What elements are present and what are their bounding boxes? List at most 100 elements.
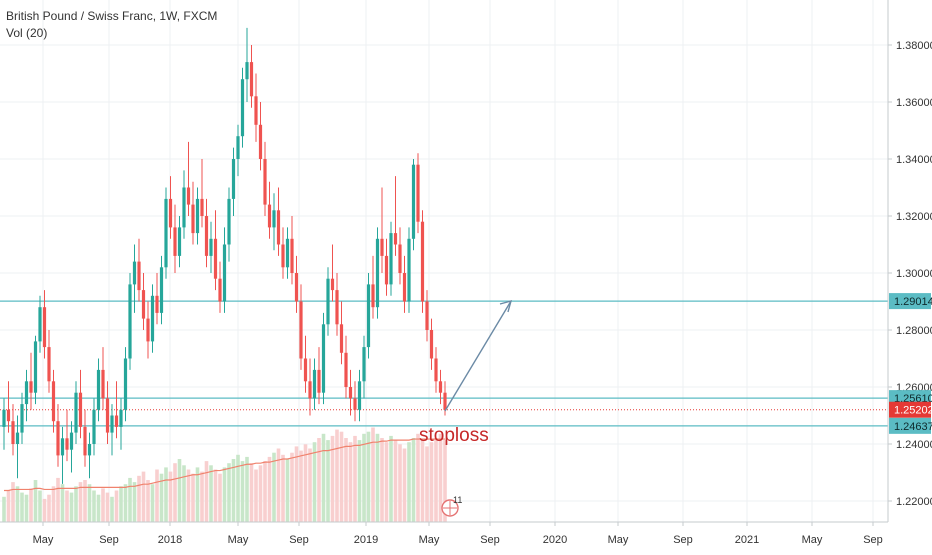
candle-body	[96, 369, 101, 410]
candle	[110, 404, 114, 456]
candle-body	[191, 204, 195, 234]
candle-body	[146, 318, 150, 342]
volume-bar	[353, 435, 357, 522]
projection-arrow-line	[444, 300, 512, 412]
candle	[209, 221, 213, 273]
volume-bar	[200, 471, 204, 522]
candle-body	[263, 159, 267, 205]
volume-bar	[15, 486, 20, 522]
candle	[290, 216, 294, 285]
candle-body	[357, 381, 362, 410]
volume-bar	[69, 492, 74, 522]
candle	[254, 73, 258, 142]
volume-bar	[393, 440, 398, 522]
candle	[92, 398, 96, 456]
volume-bar	[164, 467, 168, 522]
volume-bar	[182, 465, 186, 522]
candle-body	[173, 227, 177, 256]
price-scale-bg	[888, 0, 932, 550]
candle	[380, 187, 384, 273]
volume-bar	[330, 435, 335, 522]
candle-body	[56, 421, 60, 456]
volume-bar	[434, 438, 438, 522]
candle-body	[384, 255, 389, 285]
candle-body	[308, 381, 312, 399]
candle-body	[344, 352, 348, 387]
volume-bar	[443, 440, 447, 522]
candle	[150, 284, 155, 353]
candle	[425, 290, 429, 342]
volume-bar	[78, 482, 83, 522]
candle	[123, 347, 128, 422]
x-tick-label: 2021	[735, 534, 759, 546]
x-tick-label: Sep	[863, 534, 883, 546]
candle	[402, 255, 407, 313]
volume-bar	[231, 459, 236, 522]
x-tick-label: Sep	[99, 534, 119, 546]
volume-bar	[375, 433, 380, 522]
candle-body	[407, 238, 411, 302]
candle-body	[200, 198, 204, 216]
volume-bar	[240, 461, 245, 522]
candle	[389, 221, 393, 296]
x-tick-label: Sep	[480, 534, 500, 546]
candle	[119, 398, 123, 450]
candle-body	[362, 347, 366, 382]
volume-bar	[51, 486, 56, 522]
stoploss-label: stoploss	[419, 425, 489, 446]
candle-body	[366, 284, 371, 348]
candle	[294, 255, 299, 313]
candle-body	[245, 62, 249, 80]
volume-bar	[326, 440, 330, 522]
candle	[204, 198, 209, 268]
volume-bar	[204, 461, 209, 522]
candle	[177, 216, 182, 268]
candle-body	[312, 369, 317, 399]
candle	[24, 369, 29, 422]
price-label-box	[889, 417, 931, 434]
volume-bar	[114, 490, 119, 522]
candle	[101, 347, 105, 410]
volume-bar	[119, 486, 123, 522]
event-badge[interactable]: 11	[441, 495, 462, 517]
candle-body	[186, 187, 191, 205]
candle	[218, 261, 222, 313]
candle	[362, 335, 366, 399]
candle-body	[110, 415, 114, 433]
volume-bar	[47, 494, 51, 522]
volume-bar	[420, 440, 425, 522]
time-scale-bg	[0, 522, 932, 550]
candle-body	[33, 341, 38, 393]
candle	[299, 284, 303, 370]
drawings[interactable]: stoploss	[419, 300, 512, 446]
y-tick-label: 1.22000	[896, 496, 932, 508]
candle-body	[164, 198, 168, 268]
candle-body	[87, 444, 92, 456]
candle-body	[285, 238, 290, 268]
candle-body	[105, 398, 110, 433]
candle	[272, 193, 276, 251]
volume-bar	[65, 490, 69, 522]
candle	[87, 432, 92, 479]
candle	[416, 153, 420, 234]
volume-bar	[213, 469, 218, 522]
candle-body	[335, 290, 339, 325]
volume-bar	[150, 484, 155, 522]
x-tick-label: May	[33, 534, 54, 546]
candle-body	[438, 381, 443, 393]
candle	[56, 404, 60, 467]
candle	[312, 358, 317, 410]
candle	[384, 238, 389, 296]
candle-body	[290, 238, 294, 273]
candle	[2, 398, 6, 450]
candle-body	[141, 290, 146, 319]
volume-bar	[389, 435, 393, 522]
candle-body	[281, 244, 285, 268]
candle-body	[218, 278, 222, 302]
candle-body	[416, 164, 420, 222]
x-tick-label: May	[419, 534, 440, 546]
price-label-text: 1.25202	[894, 405, 932, 417]
